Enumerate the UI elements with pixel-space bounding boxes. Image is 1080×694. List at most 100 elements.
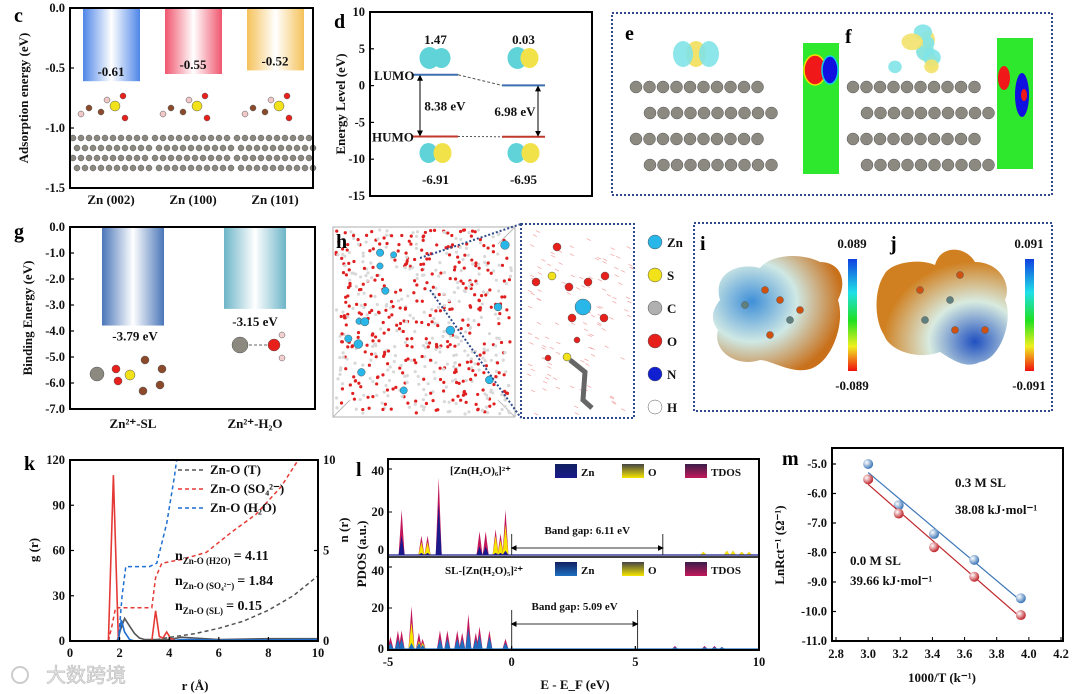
bar (83, 8, 140, 82)
y-tick-label: -7.0 (807, 516, 827, 530)
panel-label-k: k (24, 453, 36, 475)
zn-atom (293, 164, 301, 172)
legend-swatch (622, 464, 644, 478)
atom (179, 108, 187, 116)
zn-atom (141, 154, 149, 162)
y-tick-label: 0 (378, 642, 384, 656)
atom (599, 313, 609, 323)
zn-atom (285, 144, 293, 152)
panel-k: k Zn-O (T)Zn-O (SO₄²⁻)Zn-O (H₂O)nZn-O (H2… (24, 453, 351, 693)
zn-atom (657, 106, 670, 120)
atom (138, 386, 148, 396)
bar-value-label: -3.79 eV (112, 329, 158, 344)
atom (155, 380, 165, 390)
zn-peak (398, 535, 405, 555)
colorbar-max-label: 0.091 (1014, 236, 1043, 251)
zn-atom (195, 164, 203, 172)
o-peak (700, 551, 707, 555)
zn-atom (203, 164, 211, 172)
x-tick-label: 3.6 (957, 647, 973, 661)
y-tick-label: -1.0 (45, 246, 65, 260)
zn-atom (860, 158, 874, 172)
bar (102, 227, 164, 326)
zn-atom (710, 80, 724, 94)
category-label: Zn²⁺-SL (110, 416, 157, 431)
zn-slab (846, 80, 995, 172)
zn-peak (408, 642, 415, 649)
orbital-icon (419, 47, 452, 163)
legend-swatch (555, 562, 577, 576)
zn-atom (265, 154, 273, 162)
zn-atom (89, 164, 97, 172)
zn-atom (245, 164, 253, 172)
category-label: Zn (002) (87, 192, 134, 207)
legend-swatch (622, 562, 644, 576)
atom (552, 242, 562, 252)
zn-atom (629, 80, 643, 94)
pdos-subplot-0: 0 20 40 Band gap: 6.11 eV [Zn(H₂O)₆]²⁺ Zn O TDO… (372, 464, 759, 557)
zn-atom (738, 106, 751, 120)
isosurface (432, 48, 451, 68)
series-line-n-5 (117, 460, 178, 641)
legend-item: Zn-O (SO₄²⁻) (178, 481, 284, 496)
zn-atom (159, 154, 167, 162)
legend: Zn O TDOS (555, 464, 741, 479)
legend-label: TDOS (711, 467, 741, 479)
y-tick-label: -2.0 (45, 272, 65, 286)
zn-atom (113, 144, 121, 152)
activation-energy-label: 39.66 kJ·mol⁻¹ (850, 573, 932, 588)
zn-atom (89, 144, 97, 152)
zn-ion (485, 375, 494, 385)
molecule-icon (241, 92, 293, 122)
panel-label-m: m (782, 448, 799, 470)
zn-atom (233, 154, 241, 162)
atom (981, 326, 989, 334)
zn-atom (163, 144, 171, 152)
colorbar-min-label: -0.091 (1012, 378, 1046, 393)
isosurface (521, 143, 540, 163)
zn-peak (436, 638, 443, 649)
zn-atom (968, 106, 982, 120)
zn-atom (163, 164, 171, 172)
zn-atom (968, 132, 981, 146)
x-tick-label: 4.2 (1053, 647, 1069, 661)
zn-atom (751, 158, 765, 172)
zn-atom (187, 144, 195, 152)
zn-atom (656, 132, 670, 146)
zn-peak (502, 642, 509, 649)
zn-atom (711, 106, 724, 120)
isosurface (507, 143, 526, 163)
data-point (929, 542, 940, 553)
data-point (969, 554, 980, 565)
colorbar-min-label: -0.089 (835, 378, 869, 393)
zn-atom (955, 158, 968, 172)
zn-atom (914, 106, 928, 120)
zn-atom (207, 134, 215, 142)
zn-peak (435, 503, 442, 555)
legend-label: Zn (581, 467, 594, 479)
zn-atom (121, 164, 129, 172)
zn-atom (629, 132, 643, 146)
zn-atom (85, 134, 93, 142)
zn-atom (670, 106, 684, 120)
atom (741, 301, 749, 309)
cn-subscript: Zn-O (SO₄²⁻) (183, 581, 234, 591)
legend-label: C (667, 301, 676, 316)
o-peak (418, 542, 425, 555)
zn-atom (927, 132, 941, 146)
legend-label: Zn (581, 565, 594, 577)
data-point (863, 474, 874, 485)
atom (567, 313, 577, 323)
zn-atom (211, 164, 219, 172)
zn-ion (500, 240, 510, 250)
atom (564, 282, 574, 292)
panel-d: d 8.38 eV 1.47 -6.91 6.98 eV 0.03 -6.95 LUMO HUM… (333, 5, 593, 203)
legend-label: N (667, 367, 677, 382)
zn-atom (199, 154, 207, 162)
zoomed-solvation-structure (526, 230, 634, 416)
zn-atom (167, 154, 175, 162)
zn-atom (105, 144, 113, 152)
zn-atom (237, 144, 245, 152)
y-tick-label: -10 (348, 152, 365, 166)
